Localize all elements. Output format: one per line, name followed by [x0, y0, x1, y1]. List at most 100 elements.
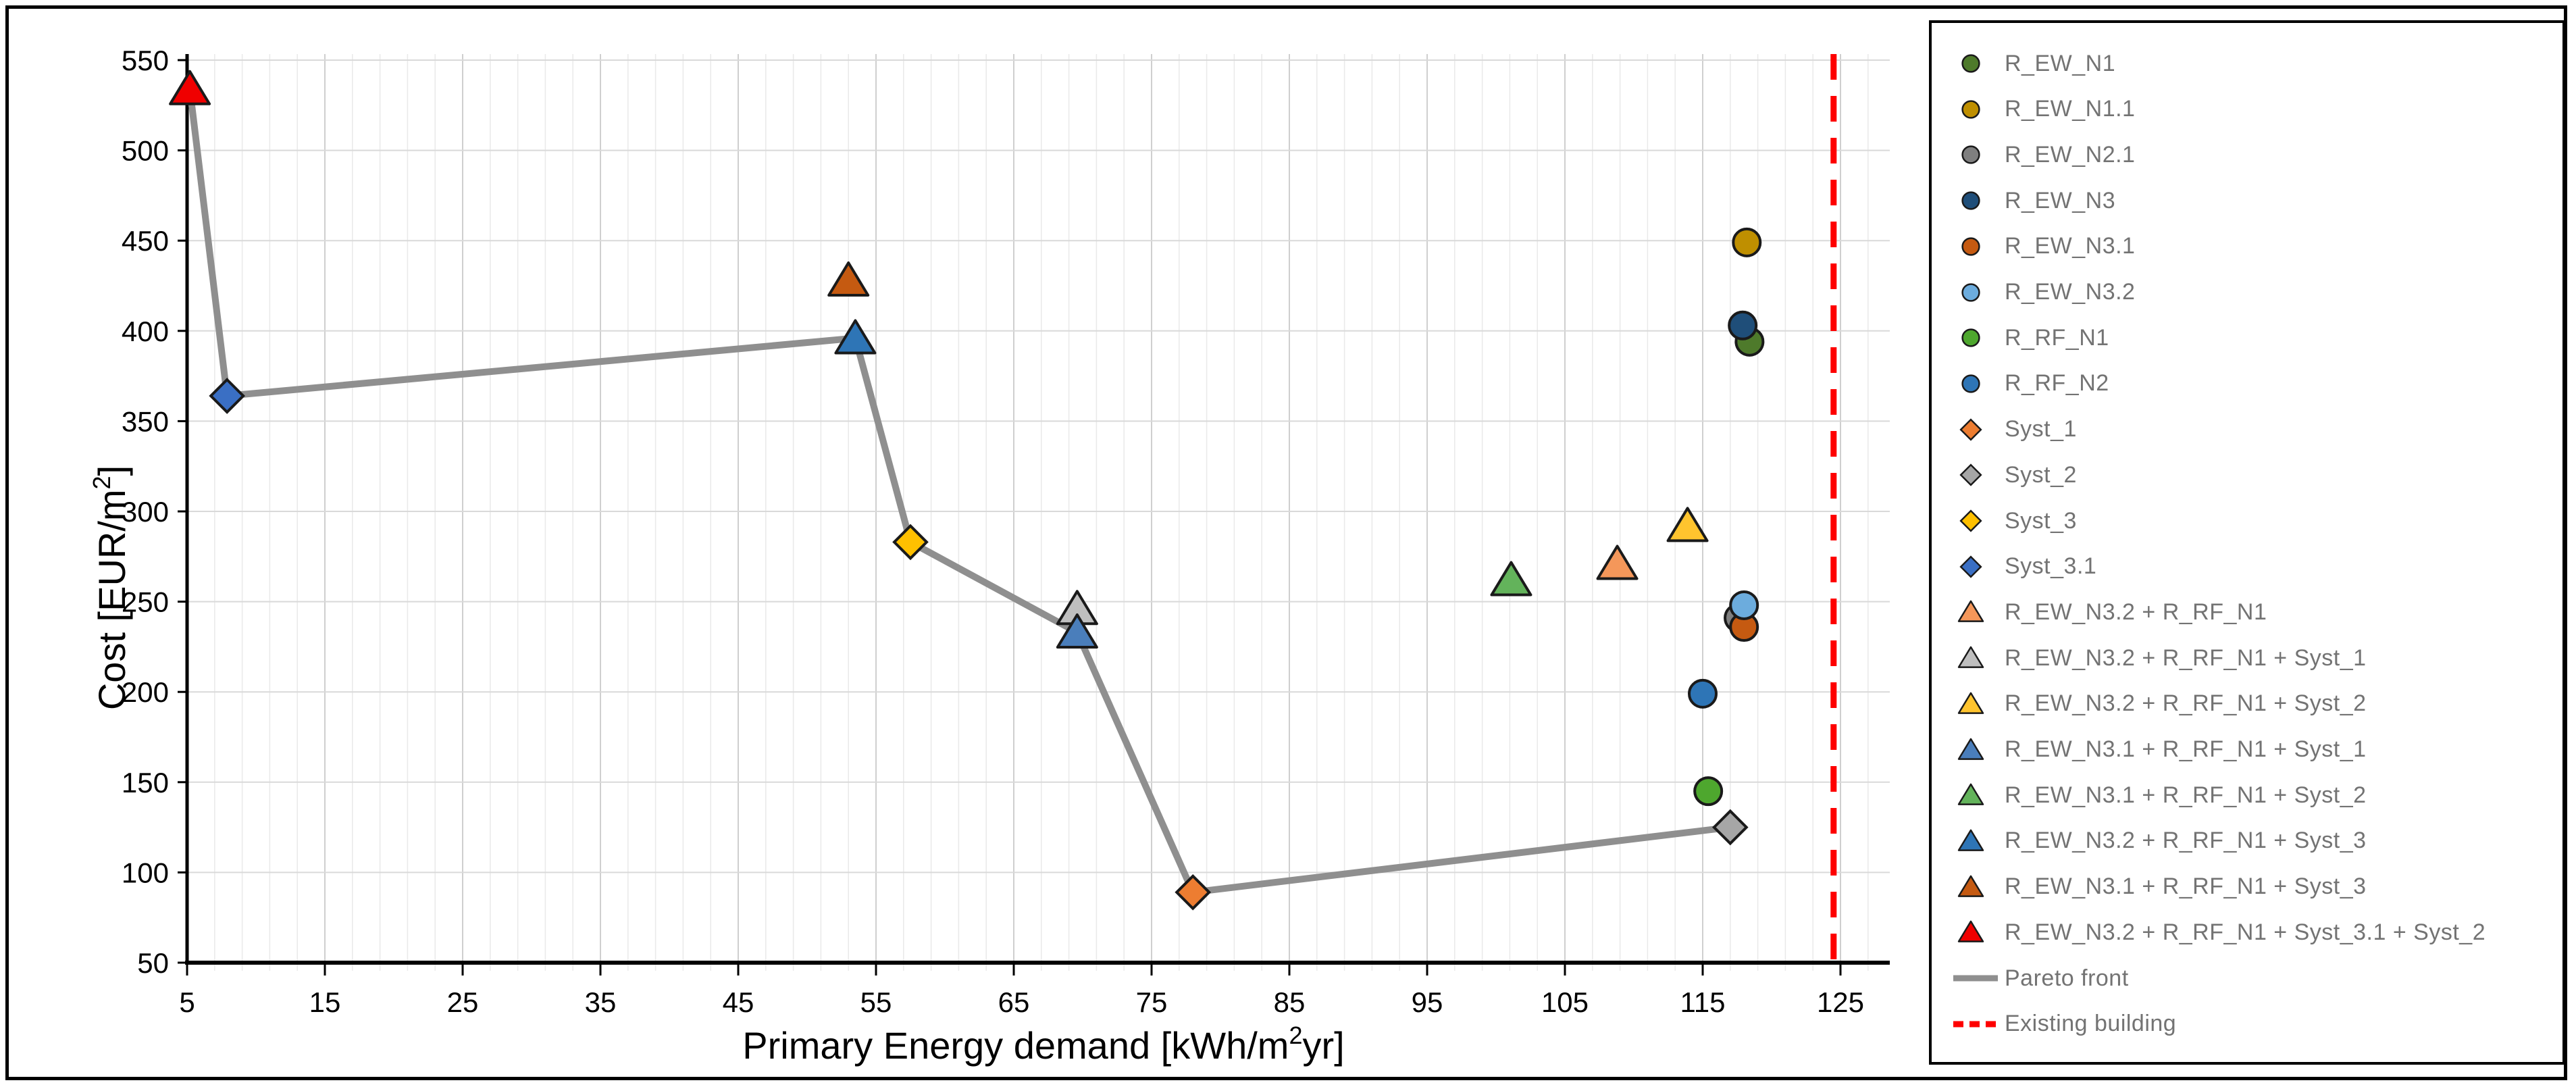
legend-item-r-ew-n3.2: R_EW_N3.2 — [1951, 278, 2556, 307]
circle-legend-marker-icon — [1961, 100, 1980, 119]
data-point-r-rf-n2 — [1688, 678, 1718, 709]
legend-item-label: R_EW_N3.1 — [2005, 233, 2136, 259]
legend-item-r-ew-n3.2-r-rf-n1-syst-3: R_EW_N3.2 + R_RF_N1 + Syst_3 — [1951, 826, 2556, 856]
legend-item-label: R_EW_N1 — [2005, 50, 2116, 76]
data-point-syst-3.1 — [209, 378, 245, 414]
x-tick-label: 115 — [1680, 986, 1726, 1018]
legend-item-label: Syst_3 — [2005, 507, 2077, 534]
legend-item-syst-3.1: Syst_3.1 — [1951, 552, 2556, 582]
diamond-legend-marker-icon — [1959, 555, 1982, 578]
legend-item-r-rf-n2: R_RF_N2 — [1951, 369, 2556, 399]
legend-item-r-ew-n3.2-r-rf-n1-syst-3.1-syst-2: R_EW_N3.2 + R_RF_N1 + Syst_3.1 + Syst_2 — [1951, 917, 2556, 947]
triangle-legend-marker-icon — [1957, 875, 1984, 897]
legend-item-label: R_EW_N3.2 + R_RF_N1 + Syst_3 — [2005, 828, 2367, 854]
data-point-r-ew-n3 — [1728, 310, 1758, 340]
triangle-legend-marker-icon — [1957, 829, 1984, 851]
circle-legend-marker-icon — [1961, 328, 1980, 347]
data-point-r-ew-n3.2 — [1729, 590, 1759, 620]
legend-item-r-ew-n3.1: R_EW_N3.1 — [1951, 232, 2556, 261]
y-tick-label: 500 — [122, 135, 169, 167]
circle-glyph — [1961, 100, 1980, 119]
pareto-front-line — [186, 85, 1734, 896]
triangle-legend-marker-icon — [1957, 646, 1984, 669]
legend-item-label: R_EW_N3.1 + R_RF_N1 + Syst_3 — [2005, 873, 2367, 900]
data-points — [169, 70, 1765, 911]
triangle-legend-marker-icon — [1957, 601, 1984, 623]
legend-item-r-ew-n3.1-r-rf-n1-syst-1: R_EW_N3.1 + R_RF_N1 + Syst_1 — [1951, 735, 2556, 765]
data-point-r-rf-n1 — [1693, 776, 1724, 807]
legend-item-label: Syst_3.1 — [2005, 553, 2097, 580]
circle-glyph — [1961, 191, 1980, 210]
diamond-legend-marker-icon — [1959, 509, 1982, 532]
legend-item-label: R_EW_N3.2 + R_RF_N1 + Syst_3.1 + Syst_2 — [2005, 919, 2486, 945]
circle-legend-marker-icon — [1961, 282, 1980, 302]
triangle-glyph — [1957, 646, 1984, 669]
legend-item-label: R_EW_N1.1 — [2005, 96, 2136, 122]
x-tick-label: 25 — [447, 986, 479, 1018]
legend-item-label: R_RF_N1 — [2005, 324, 2109, 351]
y-tick-label: 150 — [122, 767, 169, 799]
diamond-glyph — [1959, 463, 1982, 486]
legend-item-syst-3: Syst_3 — [1951, 506, 2556, 536]
x-tick-label: 85 — [1274, 986, 1306, 1018]
triangle-glyph — [1957, 692, 1984, 714]
triangle-legend-marker-icon — [1957, 738, 1984, 760]
data-point-r-ew-n3.2-r-rf-n1-syst-3 — [834, 319, 877, 355]
data-point-r-ew-n1.1 — [1732, 227, 1762, 257]
legend-item-r-ew-n3.2-r-rf-n1-syst-2: R_EW_N3.2 + R_RF_N1 + Syst_2 — [1951, 689, 2556, 719]
y-tick-label: 250 — [122, 586, 169, 618]
triangle-glyph — [1957, 601, 1984, 623]
dashed-line-legend-marker-icon — [1953, 1021, 1998, 1028]
axis-ticks: 5 15 25 35 45 55 65 75 85 95 105 115 125 550 500 450 400… — [122, 45, 1864, 1018]
data-point-r-ew-n3.1-r-rf-n1-syst-1 — [1056, 613, 1098, 649]
diamond-legend-marker-icon — [1959, 417, 1982, 441]
legend-item-existing-building: Existing building — [1951, 1009, 2556, 1039]
data-point-r-ew-n3.1-r-rf-n1-syst-2 — [1490, 561, 1532, 597]
x-tick-label: 75 — [1136, 986, 1168, 1018]
circle-glyph — [1961, 282, 1980, 302]
y-tick-label: 450 — [122, 225, 169, 257]
legend-item-r-ew-n3: R_EW_N3 — [1951, 186, 2556, 216]
legend-item-label: R_EW_N3.1 + R_RF_N1 + Syst_1 — [2005, 736, 2367, 763]
legend-item-label: R_RF_N2 — [2005, 370, 2109, 397]
triangle-legend-marker-icon — [1957, 783, 1984, 806]
circle-glyph — [1961, 145, 1980, 165]
y-axis-title: Cost [EUR/m2] — [88, 465, 133, 710]
triangle-glyph — [1957, 738, 1984, 760]
legend-item-label: Existing building — [2005, 1011, 2177, 1037]
x-tick-label: 55 — [860, 986, 892, 1018]
legend-item-pareto-front: Pareto front — [1951, 963, 2556, 993]
legend-item-r-ew-n3.2-r-rf-n1: R_EW_N3.2 + R_RF_N1 — [1951, 597, 2556, 627]
x-tick-label: 15 — [309, 986, 341, 1018]
circle-legend-marker-icon — [1961, 54, 1980, 73]
x-tick-label: 105 — [1541, 986, 1589, 1018]
diamond-glyph — [1959, 509, 1982, 532]
x-tick-label: 5 — [179, 986, 195, 1018]
x-tick-label: 125 — [1817, 986, 1864, 1018]
circle-glyph — [1961, 374, 1980, 393]
x-tick-label: 35 — [585, 986, 617, 1018]
legend-item-r-ew-n1.1: R_EW_N1.1 — [1951, 95, 2556, 124]
diamond-legend-marker-icon — [1959, 463, 1982, 486]
triangle-glyph — [1957, 829, 1984, 851]
legend-item-label: Syst_1 — [2005, 416, 2077, 442]
circle-legend-marker-icon — [1961, 145, 1980, 165]
y-tick-label: 400 — [122, 315, 169, 347]
legend-item-label: R_EW_N3.1 + R_RF_N1 + Syst_2 — [2005, 782, 2367, 808]
x-tick-label: 95 — [1412, 986, 1443, 1018]
circle-glyph — [1961, 237, 1980, 256]
y-tick-label: 350 — [122, 405, 169, 437]
legend-item-label: R_EW_N3 — [2005, 187, 2116, 213]
circle-glyph — [1961, 328, 1980, 347]
y-tick-label: 300 — [122, 496, 169, 528]
circle-legend-marker-icon — [1961, 191, 1980, 210]
y-tick-label: 200 — [122, 676, 169, 708]
legend-item-syst-1: Syst_1 — [1951, 415, 2556, 445]
triangle-glyph — [1957, 783, 1984, 806]
line-legend-marker-icon — [1953, 975, 1998, 982]
legend-item-syst-2: Syst_2 — [1951, 460, 2556, 490]
triangle-glyph — [1957, 920, 1984, 943]
legend-item-label: R_EW_N2.1 — [2005, 141, 2136, 168]
data-point-syst-2 — [1711, 809, 1749, 846]
